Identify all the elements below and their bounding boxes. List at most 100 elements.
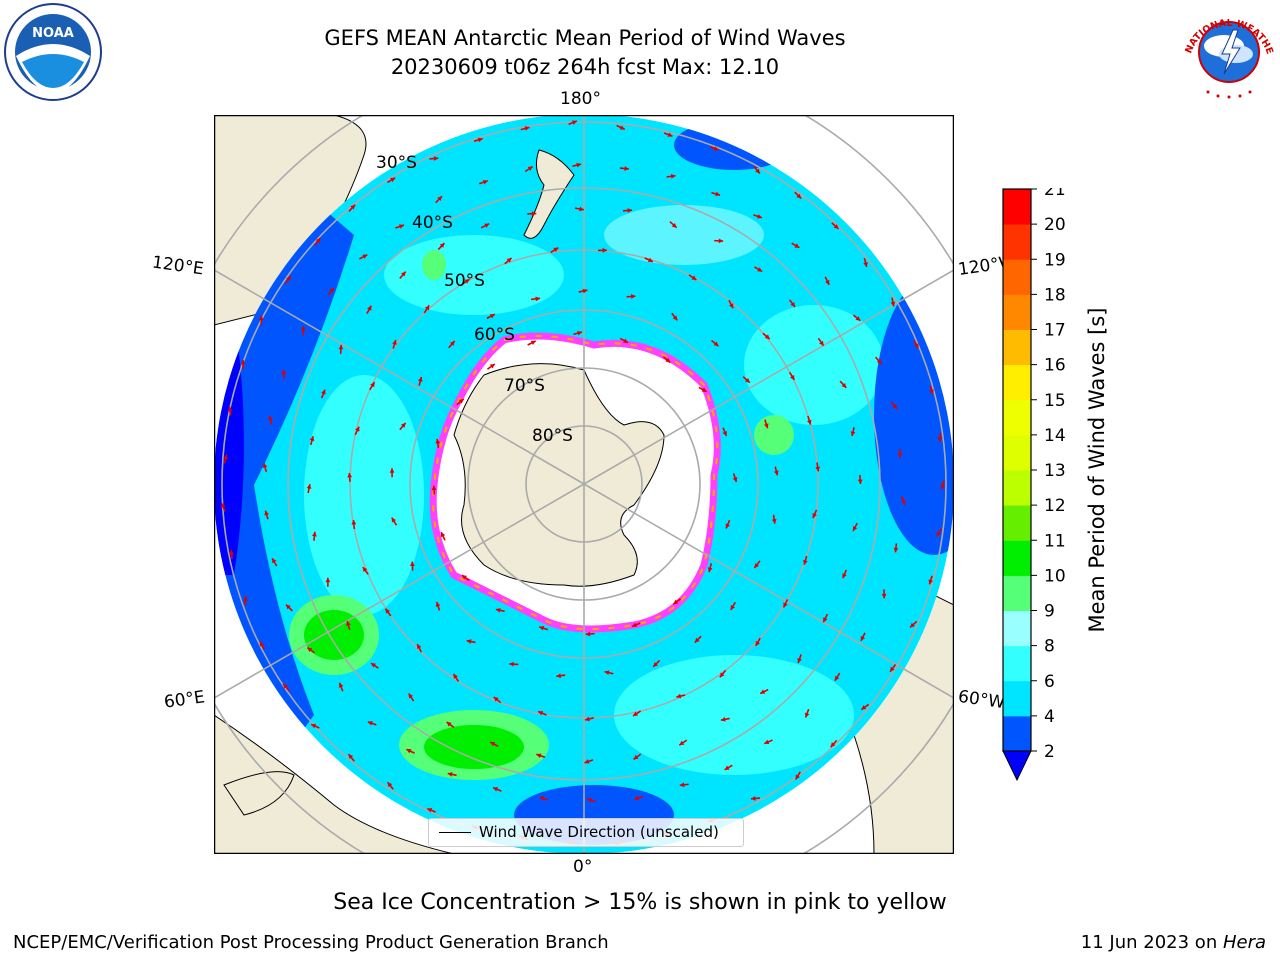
wind-wave-arrowhead xyxy=(433,156,439,161)
wind-wave-arrowhead xyxy=(771,518,777,524)
wind-wave-arrowhead xyxy=(852,526,858,532)
wind-wave-arrowhead xyxy=(633,754,639,760)
wind-wave-arrowhead xyxy=(719,672,725,678)
wind-wave-arrowhead xyxy=(647,257,653,263)
chart-title: GEFS MEAN Antarctic Mean Period of Wind … xyxy=(324,26,846,50)
wind-wave-arrowhead xyxy=(760,689,766,694)
wind-wave-arrowhead xyxy=(535,296,541,302)
wind-wave-arrowhead xyxy=(370,382,375,388)
wind-wave-arrowhead xyxy=(707,567,713,573)
colorbar-tick-label: 14 xyxy=(1044,426,1066,446)
wind-wave-arrowhead xyxy=(447,772,453,777)
wind-wave-arrowhead xyxy=(371,663,376,668)
wind-wave-arrowhead xyxy=(863,262,868,267)
wind-wave-arrowhead xyxy=(417,376,423,382)
wind-wave-arrowhead xyxy=(489,363,495,369)
footer-date: 11 Jun 2023 on Hera xyxy=(1081,932,1266,953)
wind-wave-arrowhead xyxy=(725,523,731,529)
colorbar-tick-label: 17 xyxy=(1044,321,1066,341)
nws-logo-icon: NATIONAL WEATHER SERVICE xyxy=(1178,2,1277,100)
wind-wave-arrowhead xyxy=(632,622,637,628)
wind-wave-arrowhead xyxy=(571,120,577,125)
wind-wave-arrowhead xyxy=(300,326,306,331)
wind-wave-arrowhead xyxy=(584,759,590,764)
wind-wave-arrowhead xyxy=(713,341,719,347)
wind-wave-arrowhead xyxy=(940,484,946,490)
wind-wave-arrowhead xyxy=(307,647,313,653)
footer-date-text: 11 Jun 2023 on xyxy=(1080,932,1223,953)
wind-wave-arrowhead xyxy=(489,314,495,319)
wind-wave-arrowhead xyxy=(227,406,233,412)
wind-wave-arrowhead xyxy=(283,683,288,689)
wind-wave-arrowhead xyxy=(477,137,483,143)
wind-wave-arrowhead xyxy=(272,558,277,564)
wind-wave-arrowhead xyxy=(577,330,583,336)
colorbar-swatch xyxy=(1003,329,1031,366)
wind-wave-arrowhead xyxy=(722,431,727,437)
wind-wave-arrowhead xyxy=(587,797,593,803)
colorbar-swatch xyxy=(1003,715,1031,752)
wind-wave-arrowhead xyxy=(315,238,321,243)
wind-wave-arrowhead xyxy=(633,711,639,716)
wind-wave-arrowhead xyxy=(495,607,501,613)
wind-wave-arrowhead xyxy=(679,740,685,746)
colorbar-label: Mean Period of Wind Waves [s] xyxy=(1085,307,1109,633)
wind-wave-arrowhead xyxy=(449,340,455,346)
wind-wave-arrowhead xyxy=(338,682,344,688)
wind-wave-arrowhead xyxy=(417,644,422,650)
wind-wave-arrowhead xyxy=(841,382,847,388)
wind-wave-arrowhead xyxy=(842,573,847,579)
wind-wave-arrowhead xyxy=(367,305,372,311)
wind-wave-arrowhead xyxy=(406,748,412,754)
wind-wave-arrowhead xyxy=(350,204,356,210)
wind-wave-arrowhead xyxy=(795,774,800,780)
wind-wave-arrowhead xyxy=(627,208,633,213)
wind-wave-arrowhead xyxy=(876,359,882,364)
wind-wave-arrowhead xyxy=(400,422,406,428)
wind-wave-arrowhead xyxy=(285,604,291,610)
wind-wave-arrowhead xyxy=(553,247,559,253)
wind-wave-arrowhead xyxy=(240,360,246,365)
wind-wave-arrowhead xyxy=(857,479,863,485)
wind-wave-arrowhead xyxy=(936,531,942,537)
lon-label-0: 0° xyxy=(573,857,593,877)
wind-wave-arrowhead xyxy=(671,222,677,228)
map-legend: Wind Wave Direction (unscaled) xyxy=(428,818,744,847)
lon-label-180: 180° xyxy=(560,89,601,109)
wind-wave-arrowhead xyxy=(387,782,393,788)
wind-wave-arrowhead xyxy=(806,419,812,425)
wind-wave-arrowhead xyxy=(819,340,824,346)
wind-wave-arrowhead xyxy=(268,415,273,421)
wind-wave-arrowhead xyxy=(928,579,934,585)
lat-label-60: 60°S xyxy=(474,325,515,345)
wind-wave-arrowhead xyxy=(893,547,899,553)
wind-wave-arrowhead xyxy=(823,617,828,623)
lat-label-50: 50°S xyxy=(444,271,485,291)
wind-wave-arrowhead xyxy=(860,635,866,641)
wind-wave-arrowhead xyxy=(713,146,719,151)
wind-wave-arrowhead xyxy=(751,796,756,801)
wind-wave-arrowhead xyxy=(783,602,788,608)
wind-wave-arrowhead xyxy=(892,403,898,409)
footer-host: Hera xyxy=(1222,932,1266,953)
colorbar-tick-label: 15 xyxy=(1044,391,1066,411)
wind-wave-arrowhead xyxy=(755,168,760,174)
wind-wave-arrowhead xyxy=(389,468,395,473)
wind-wave-arrowhead xyxy=(804,712,810,718)
wind-wave-arrowhead xyxy=(679,782,685,788)
wind-wave-arrowhead xyxy=(399,224,404,229)
wind-wave-arrowhead xyxy=(464,279,470,284)
wind-wave-arrowhead xyxy=(493,787,499,792)
wind-wave-arrowhead xyxy=(667,132,673,137)
wind-wave-arrowhead xyxy=(794,243,800,248)
wind-wave-arrowhead xyxy=(619,125,625,130)
wind-wave-arrowhead xyxy=(482,179,488,185)
wind-wave-arrowhead xyxy=(243,596,248,601)
wind-wave-arrowhead xyxy=(764,739,770,745)
wind-wave-arrowhead xyxy=(691,275,697,280)
wind-wave-arrowhead xyxy=(539,625,545,631)
colorbar-tick-label: 6 xyxy=(1044,672,1055,692)
colorbar-swatch xyxy=(1003,505,1031,541)
colorbar-tick-label: 4 xyxy=(1044,707,1055,727)
wind-wave-arrowhead xyxy=(754,563,760,569)
